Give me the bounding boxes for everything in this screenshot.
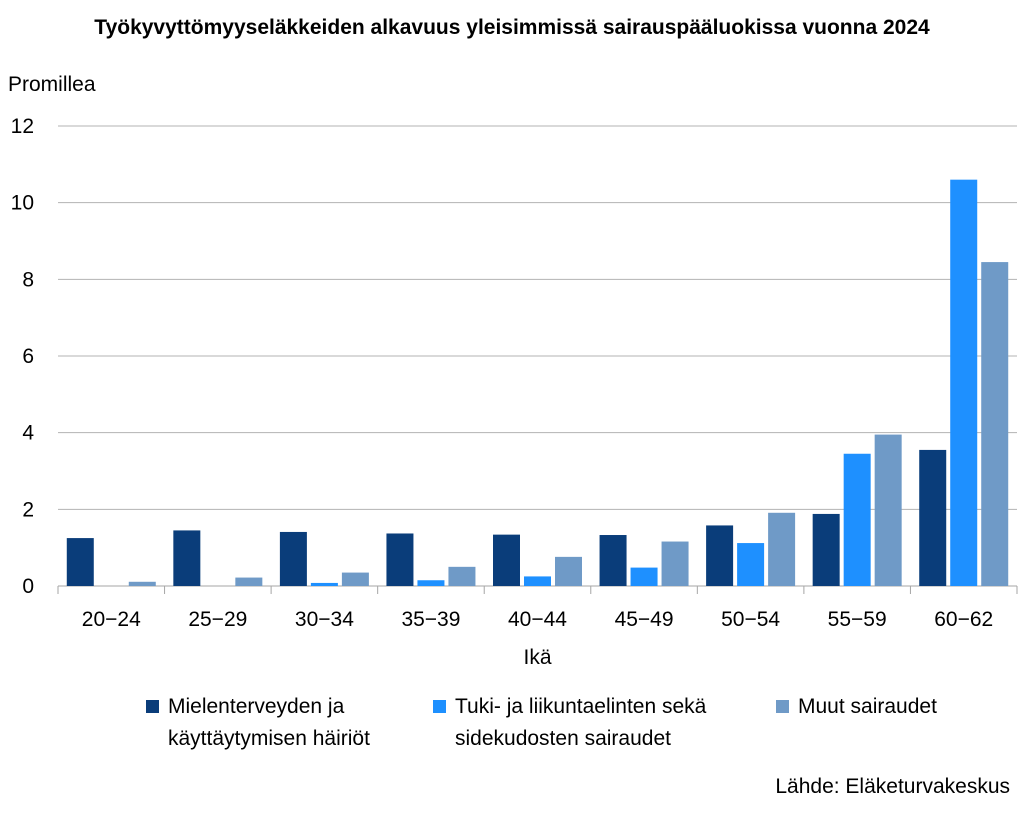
x-tick-label: 35−39 <box>401 608 460 631</box>
legend-swatch <box>433 700 446 713</box>
bar <box>768 512 796 586</box>
bar <box>706 525 734 586</box>
bar <box>981 262 1009 586</box>
y-tick-label: 12 <box>11 115 34 138</box>
bar <box>661 541 689 586</box>
bar-chart: 0 2 4 6 8 10 12 20−24 25−29 30−34 35−39 40−44 45−49 5… <box>11 115 1018 669</box>
bar <box>386 533 414 586</box>
bar <box>279 531 307 586</box>
y-tick-label: 6 <box>22 345 34 368</box>
legend-label-line: Mielenterveyden ja <box>168 695 345 718</box>
legend-swatch <box>146 700 159 713</box>
x-tick-label: 25−29 <box>188 608 247 631</box>
bar <box>448 566 476 586</box>
x-tick-label: 40−44 <box>508 608 567 631</box>
bar <box>950 179 978 586</box>
bar <box>235 577 263 586</box>
legend-label-line: käyttäytymisen häiriöt <box>168 727 370 750</box>
y-tick-label: 10 <box>11 192 34 215</box>
bar <box>310 582 338 586</box>
bar <box>737 543 765 586</box>
bar <box>128 581 156 586</box>
legend-label-line: Muut sairaudet <box>798 695 937 718</box>
x-tick-label: 30−34 <box>295 608 354 631</box>
bar <box>812 513 840 586</box>
y-tick-label: 2 <box>22 498 34 521</box>
bar <box>555 556 582 586</box>
bar <box>66 538 94 586</box>
y-tick-label: 0 <box>22 575 34 598</box>
bar <box>599 535 627 586</box>
bar <box>493 534 520 586</box>
x-tick-label: 55−59 <box>828 608 887 631</box>
bar <box>341 572 369 586</box>
bar <box>874 434 902 586</box>
bar <box>630 567 658 586</box>
bar <box>919 449 947 586</box>
x-tick-label: 50−54 <box>721 608 780 631</box>
bar <box>524 576 551 586</box>
y-tick-label: 8 <box>22 268 34 291</box>
x-axis-label: Ikä <box>523 646 551 669</box>
legend-label-line: sidekudosten sairaudet <box>455 727 671 750</box>
legend-label-line: Tuki- ja liikuntaelinten sekä <box>455 695 707 718</box>
y-axis-unit-label: Promillea <box>8 73 96 96</box>
x-tick-label: 60−62 <box>934 608 993 631</box>
legend-swatch <box>776 700 789 713</box>
x-tick-label: 45−49 <box>615 608 674 631</box>
bar <box>843 453 871 586</box>
source-note: Lähde: Eläketurvakeskus <box>775 775 1010 798</box>
bar <box>173 530 201 586</box>
x-tick-label: 20−24 <box>82 608 141 631</box>
y-tick-label: 4 <box>22 422 34 445</box>
chart-title: Työkyvyttömyyseläkkeiden alkavuus yleisi… <box>94 16 930 39</box>
bar <box>417 580 445 586</box>
